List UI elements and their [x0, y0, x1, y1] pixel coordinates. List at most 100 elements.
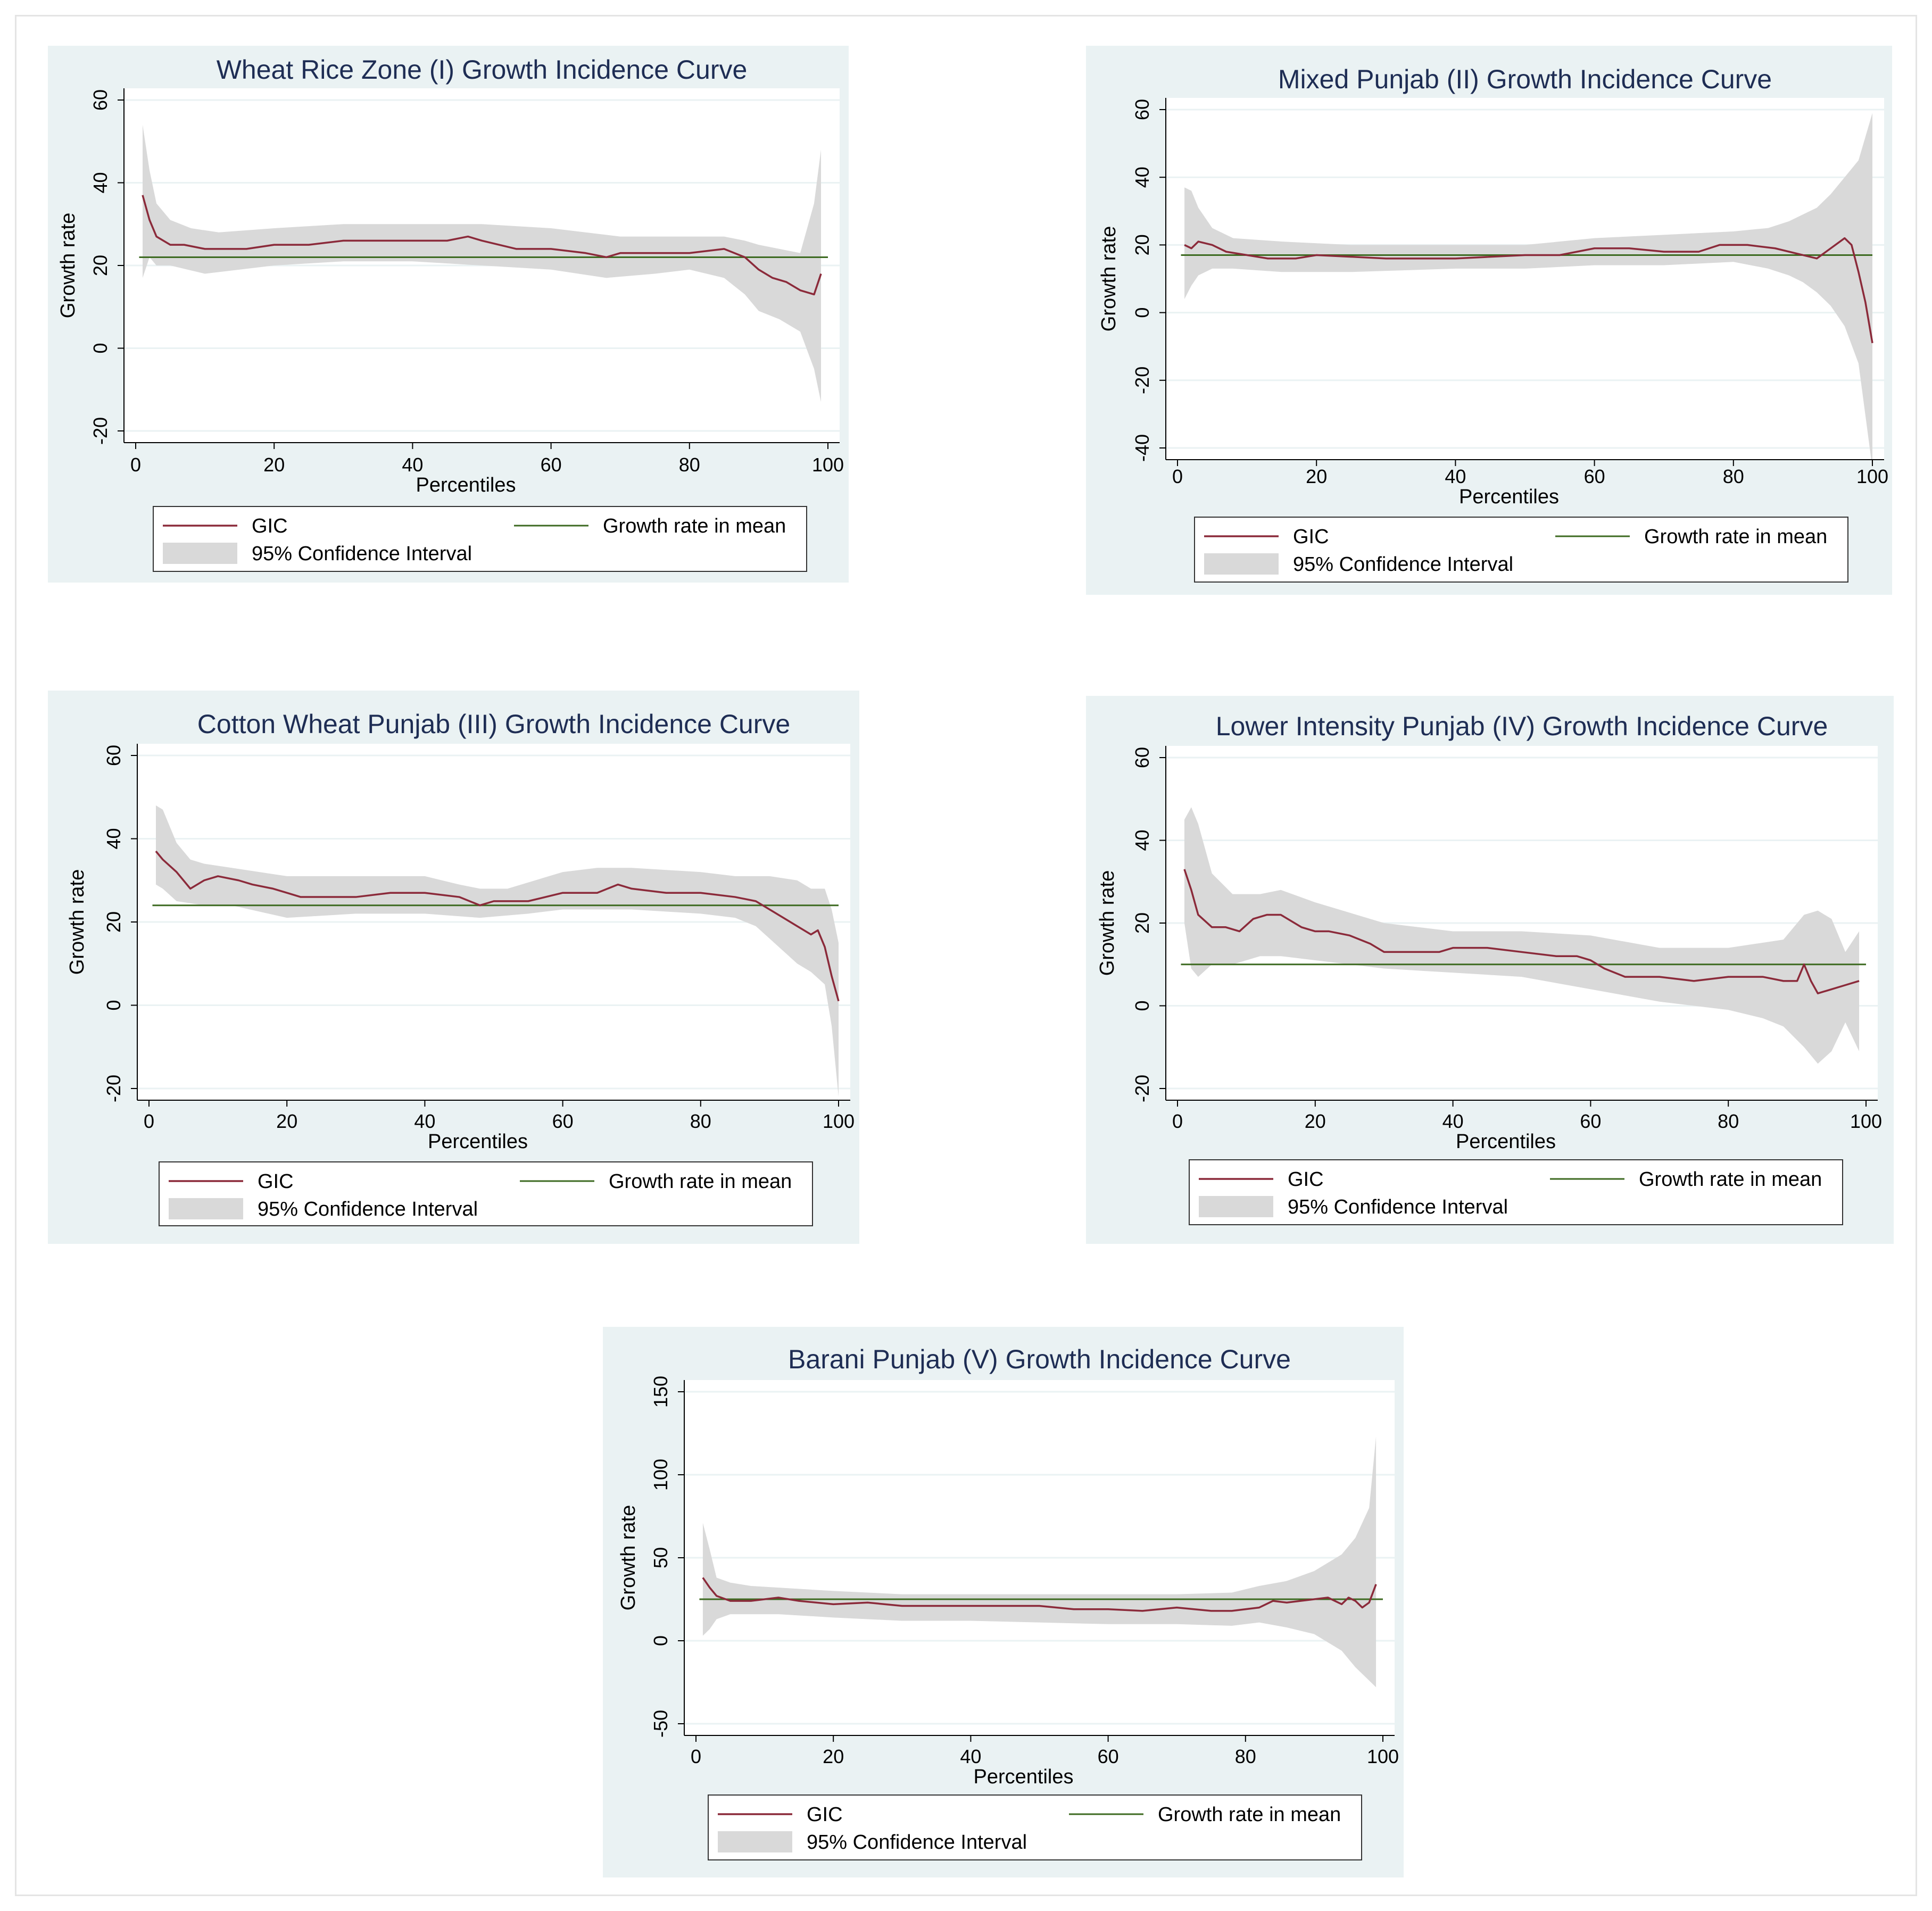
- legend-box: [1194, 517, 1848, 583]
- legend-ci-label: 95% Confidence Interval: [1288, 1196, 1508, 1218]
- y-tick-label: 0: [103, 1000, 125, 1010]
- x-tick-label: 100: [1367, 1746, 1399, 1767]
- legend-gic-label: GIC: [1293, 526, 1329, 548]
- chart-title: Wheat Rice Zone (I) Growth Incidence Cur…: [217, 55, 748, 85]
- legend-box: [708, 1794, 1362, 1860]
- chart-panel-lower-intensity: -20 0 20 40 60 0 20 40 60 80 100 Lower Intensity Pu…: [1086, 696, 1894, 1244]
- x-tick-label: 40: [960, 1746, 981, 1767]
- legend-ci-swatch: [718, 1831, 792, 1852]
- x-tick-label: 0: [130, 454, 141, 476]
- x-tick-label: 20: [263, 454, 285, 476]
- y-tick-label: 40: [103, 828, 125, 849]
- legend-gic-label: GIC: [807, 1804, 843, 1826]
- legend-box: [1189, 1159, 1843, 1225]
- y-tick-label: -20: [89, 417, 111, 445]
- gic-line: [1183, 869, 1860, 994]
- chart-title: Mixed Punjab (II) Growth Incidence Curve: [1278, 64, 1772, 94]
- gic-line: [142, 195, 822, 296]
- legend-mean-label: Growth rate in mean: [1644, 526, 1827, 548]
- y-axis-label: Growth rate: [57, 213, 79, 319]
- chart-barani: -50 0 50 100 150 0 20 40 60 80 100 Barani Punjab (V…: [617, 1344, 1399, 1860]
- y-tick-label: 50: [650, 1547, 671, 1568]
- x-tick-label: 80: [1235, 1746, 1256, 1767]
- y-axis-label: Growth rate: [1096, 870, 1118, 976]
- y-tick-label: -40: [1131, 434, 1153, 462]
- legend-gic-label: GIC: [252, 515, 288, 537]
- x-tick-label: 40: [1442, 1110, 1464, 1132]
- x-tick-label: 20: [1305, 1110, 1326, 1132]
- x-tick-label: 100: [1850, 1110, 1882, 1132]
- y-tick-label: -50: [650, 1710, 671, 1738]
- y-tick-label: 60: [1131, 747, 1153, 768]
- y-tick-label: 40: [1131, 829, 1153, 851]
- y-tick-label: 0: [1131, 308, 1153, 318]
- y-tick-label: 40: [89, 172, 111, 193]
- legend-ci-swatch: [1199, 1196, 1273, 1217]
- legend-box: [159, 1161, 813, 1226]
- y-tick-label: -20: [103, 1075, 125, 1102]
- legend-ci-label: 95% Confidence Interval: [252, 543, 472, 565]
- y-tick-label: 20: [89, 255, 111, 276]
- y-tick-label: 0: [1131, 1000, 1153, 1011]
- x-tick-label: 60: [1098, 1746, 1119, 1767]
- y-tick-label: -20: [1131, 1075, 1153, 1102]
- x-tick-label: 0: [691, 1746, 701, 1767]
- x-tick-label: 80: [1718, 1110, 1739, 1132]
- y-tick-label: 20: [103, 911, 125, 933]
- chart-wheat-rice: -20 0 20 40 60 0 20 40 60 80 100 Wheat Rice Zone (I…: [57, 55, 844, 572]
- gic-line: [1184, 237, 1873, 344]
- y-tick-label: 20: [1131, 912, 1153, 934]
- x-tick-label: 100: [823, 1110, 855, 1132]
- legend-ci-swatch: [1204, 553, 1279, 575]
- legend-mean-label: Growth rate in mean: [1158, 1804, 1341, 1826]
- legend-mean-label: Growth rate in mean: [609, 1170, 792, 1193]
- legend-ci-label: 95% Confidence Interval: [1293, 553, 1513, 576]
- x-tick-label: 20: [276, 1110, 297, 1132]
- legend-ci-swatch: [163, 543, 237, 564]
- chart-title: Cotton Wheat Punjab (III) Growth Inciden…: [197, 709, 790, 739]
- confidence-band: [1184, 807, 1860, 1064]
- confidence-band: [143, 124, 821, 402]
- legend-ci-label: 95% Confidence Interval: [807, 1831, 1027, 1854]
- chart-panel-mixed-punjab: -40 -20 0 20 40 60 0 20 40 60 80 100 Mixed Punjab (I…: [1086, 46, 1892, 595]
- y-tick-label: 0: [89, 343, 111, 353]
- chart-lower-intensity: -20 0 20 40 60 0 20 40 60 80 100 Lower Intensity Pu…: [1096, 711, 1882, 1225]
- x-tick-label: 80: [679, 454, 700, 476]
- x-axis-label: Percentiles: [428, 1131, 528, 1153]
- y-tick-label: 20: [1131, 234, 1153, 255]
- legend-box: [153, 506, 807, 572]
- y-tick-label: 40: [1131, 167, 1153, 188]
- confidence-band: [155, 805, 839, 1097]
- legend-ci-swatch: [169, 1198, 243, 1219]
- legend-mean-label: Growth rate in mean: [1639, 1168, 1822, 1191]
- x-tick-label: 100: [812, 454, 844, 476]
- x-axis-label: Percentiles: [1459, 486, 1559, 508]
- chart-title: Barani Punjab (V) Growth Incidence Curve: [788, 1344, 1291, 1374]
- x-tick-label: 40: [1445, 466, 1466, 487]
- x-tick-label: 80: [1723, 466, 1744, 487]
- x-axis-label: Percentiles: [974, 1766, 1074, 1788]
- y-tick-label: -20: [1131, 367, 1153, 394]
- x-tick-label: 60: [541, 454, 562, 476]
- legend-ci-label: 95% Confidence Interval: [258, 1198, 478, 1220]
- plot-area: [1166, 98, 1884, 460]
- x-tick-label: 60: [1584, 466, 1605, 487]
- x-tick-label: 20: [1306, 466, 1327, 487]
- y-tick-label: 60: [89, 89, 111, 111]
- y-tick-label: 60: [103, 745, 125, 766]
- legend-mean-label: Growth rate in mean: [603, 515, 786, 537]
- y-tick-label: 100: [650, 1459, 671, 1491]
- figure-frame: [15, 15, 1917, 1896]
- legend-gic-label: GIC: [1288, 1168, 1324, 1191]
- chart-cotton-wheat: -20 0 20 40 60 0 20 40 60 80 100 Cotton Wheat Punja…: [66, 709, 855, 1226]
- x-tick-label: 0: [1172, 1110, 1183, 1132]
- chart-title: Lower Intensity Punjab (IV) Growth Incid…: [1216, 711, 1828, 741]
- x-tick-label: 40: [414, 1110, 435, 1132]
- x-tick-label: 0: [1172, 466, 1183, 487]
- chart-panel-barani: -50 0 50 100 150 0 20 40 60 80 100 Barani Punjab (V…: [603, 1327, 1404, 1877]
- legend-gic-label: GIC: [258, 1170, 294, 1193]
- chart-panel-cotton-wheat: -20 0 20 40 60 0 20 40 60 80 100 Cotton Wheat Punja…: [48, 691, 859, 1244]
- gic-line: [702, 1577, 1377, 1612]
- x-tick-label: 100: [1856, 466, 1888, 487]
- x-tick-label: 60: [552, 1110, 574, 1132]
